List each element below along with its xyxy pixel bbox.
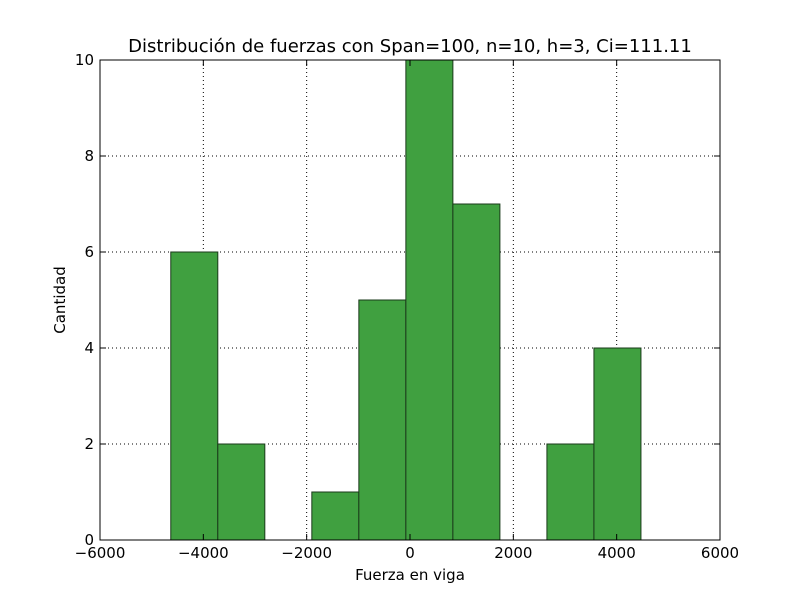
- x-tick-label: −4000: [178, 544, 229, 562]
- histogram-bar: [358, 299, 407, 541]
- histogram-bar: [593, 347, 642, 541]
- histogram-bars: [170, 59, 642, 541]
- x-tick-label: −2000: [281, 544, 332, 562]
- chart-title: Distribución de fuerzas con Span=100, n=…: [128, 36, 692, 57]
- histogram-bar: [311, 491, 360, 541]
- histogram-bar: [217, 443, 266, 541]
- histogram-bar: [170, 251, 219, 541]
- x-tick-label: −6000: [75, 544, 126, 562]
- y-tick-label: 6: [84, 243, 94, 261]
- y-tick-label: 0: [84, 531, 94, 549]
- y-axis-label: Cantidad: [51, 266, 69, 333]
- axis-ticks: −6000 −4000 −2000 0 2000 4000 6000 0 2 4 6 8 10: [75, 51, 739, 562]
- histogram-bar: [546, 443, 595, 541]
- y-tick-label: 8: [84, 147, 94, 165]
- histogram-bar: [452, 203, 501, 541]
- y-tick-label: 4: [84, 339, 94, 357]
- x-tick-label: 6000: [701, 544, 739, 562]
- x-tick-label: 4000: [598, 544, 636, 562]
- y-tick-label: 10: [75, 51, 94, 69]
- histogram-bar: [405, 59, 454, 541]
- x-tick-label: 2000: [494, 544, 532, 562]
- x-tick-label: 0: [405, 544, 415, 562]
- y-tick-label: 2: [84, 435, 94, 453]
- x-axis-label: Fuerza en viga: [355, 566, 465, 584]
